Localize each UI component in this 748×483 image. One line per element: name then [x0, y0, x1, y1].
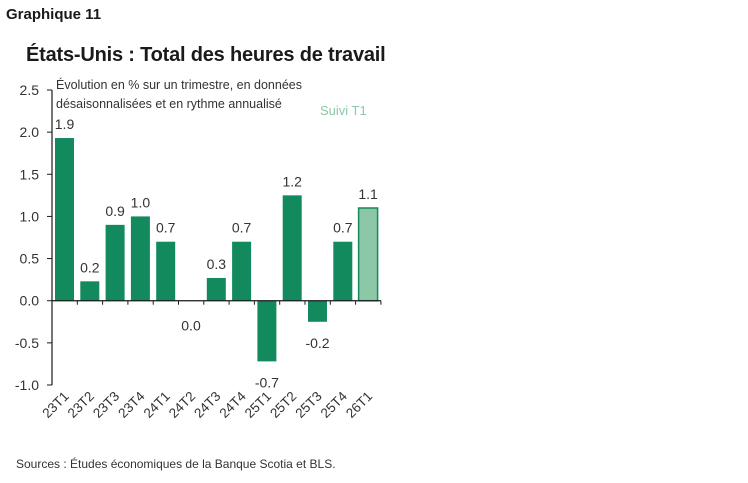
- bar: [130, 216, 150, 301]
- bar: [80, 281, 100, 301]
- x-tick-label: 25T1: [242, 389, 274, 421]
- data-label: 1.9: [55, 116, 75, 132]
- chart-subtitle: Évolution en % sur un trimestre, en donn…: [56, 76, 302, 114]
- data-label: 0.7: [156, 220, 176, 236]
- x-tick-label: 24T3: [191, 389, 223, 421]
- y-tick-label: 0.0: [20, 293, 40, 309]
- data-label: 0.0: [181, 318, 201, 334]
- data-label: 0.9: [105, 203, 125, 219]
- x-tick-label: 25T2: [267, 389, 299, 421]
- x-tick-label: 23T2: [65, 389, 97, 421]
- x-tick-label: 24T2: [166, 389, 198, 421]
- bar: [156, 241, 176, 301]
- x-tick-label: 24T4: [216, 388, 249, 421]
- bar: [55, 138, 74, 301]
- chart-title: États-Unis : Total des heures de travail: [26, 44, 386, 66]
- x-tick-label: 24T1: [141, 389, 173, 421]
- data-label: 1.0: [131, 194, 151, 210]
- bar: [206, 277, 226, 301]
- x-tick-label: 25T3: [292, 389, 324, 421]
- tracking-label: Suivi T1: [320, 103, 367, 118]
- subtitle-line-1: Évolution en % sur un trimestre, en donn…: [56, 78, 302, 92]
- bar-tracking: [357, 207, 379, 302]
- y-tick-label: 1.0: [20, 208, 40, 224]
- x-tick-label: 26T1: [343, 389, 375, 421]
- x-tick-label: 23T4: [115, 388, 148, 421]
- x-tick-label: 25T4: [318, 388, 351, 421]
- bar: [308, 300, 327, 322]
- bar: [105, 224, 125, 301]
- bar: [257, 300, 277, 362]
- source-note: Sources : Études économiques de la Banqu…: [16, 457, 336, 471]
- x-tick-label: 23T3: [90, 389, 122, 421]
- subtitle-line-2: désaisonnalisées et en rythme annualisé: [56, 97, 282, 111]
- data-label: 0.3: [207, 256, 227, 272]
- data-label: 0.2: [80, 259, 100, 275]
- y-tick-label: 2.0: [20, 124, 40, 140]
- bar: [333, 241, 353, 301]
- data-label: 0.7: [232, 220, 252, 236]
- data-label: -0.7: [255, 374, 279, 390]
- data-label: -0.2: [305, 335, 329, 351]
- data-label: 1.1: [358, 186, 378, 202]
- y-tick-label: -0.5: [15, 335, 39, 351]
- bar: [232, 241, 252, 301]
- data-label: 1.2: [282, 173, 302, 189]
- y-tick-label: 1.5: [20, 166, 40, 182]
- y-tick-label: 2.5: [20, 82, 40, 98]
- bar: [282, 195, 302, 301]
- y-tick-label: -1.0: [15, 377, 39, 393]
- y-tick-label: 0.5: [20, 251, 40, 267]
- figure-number: Graphique 11: [6, 6, 102, 23]
- data-label: 0.7: [333, 220, 353, 236]
- x-tick-label: 23T1: [39, 389, 71, 421]
